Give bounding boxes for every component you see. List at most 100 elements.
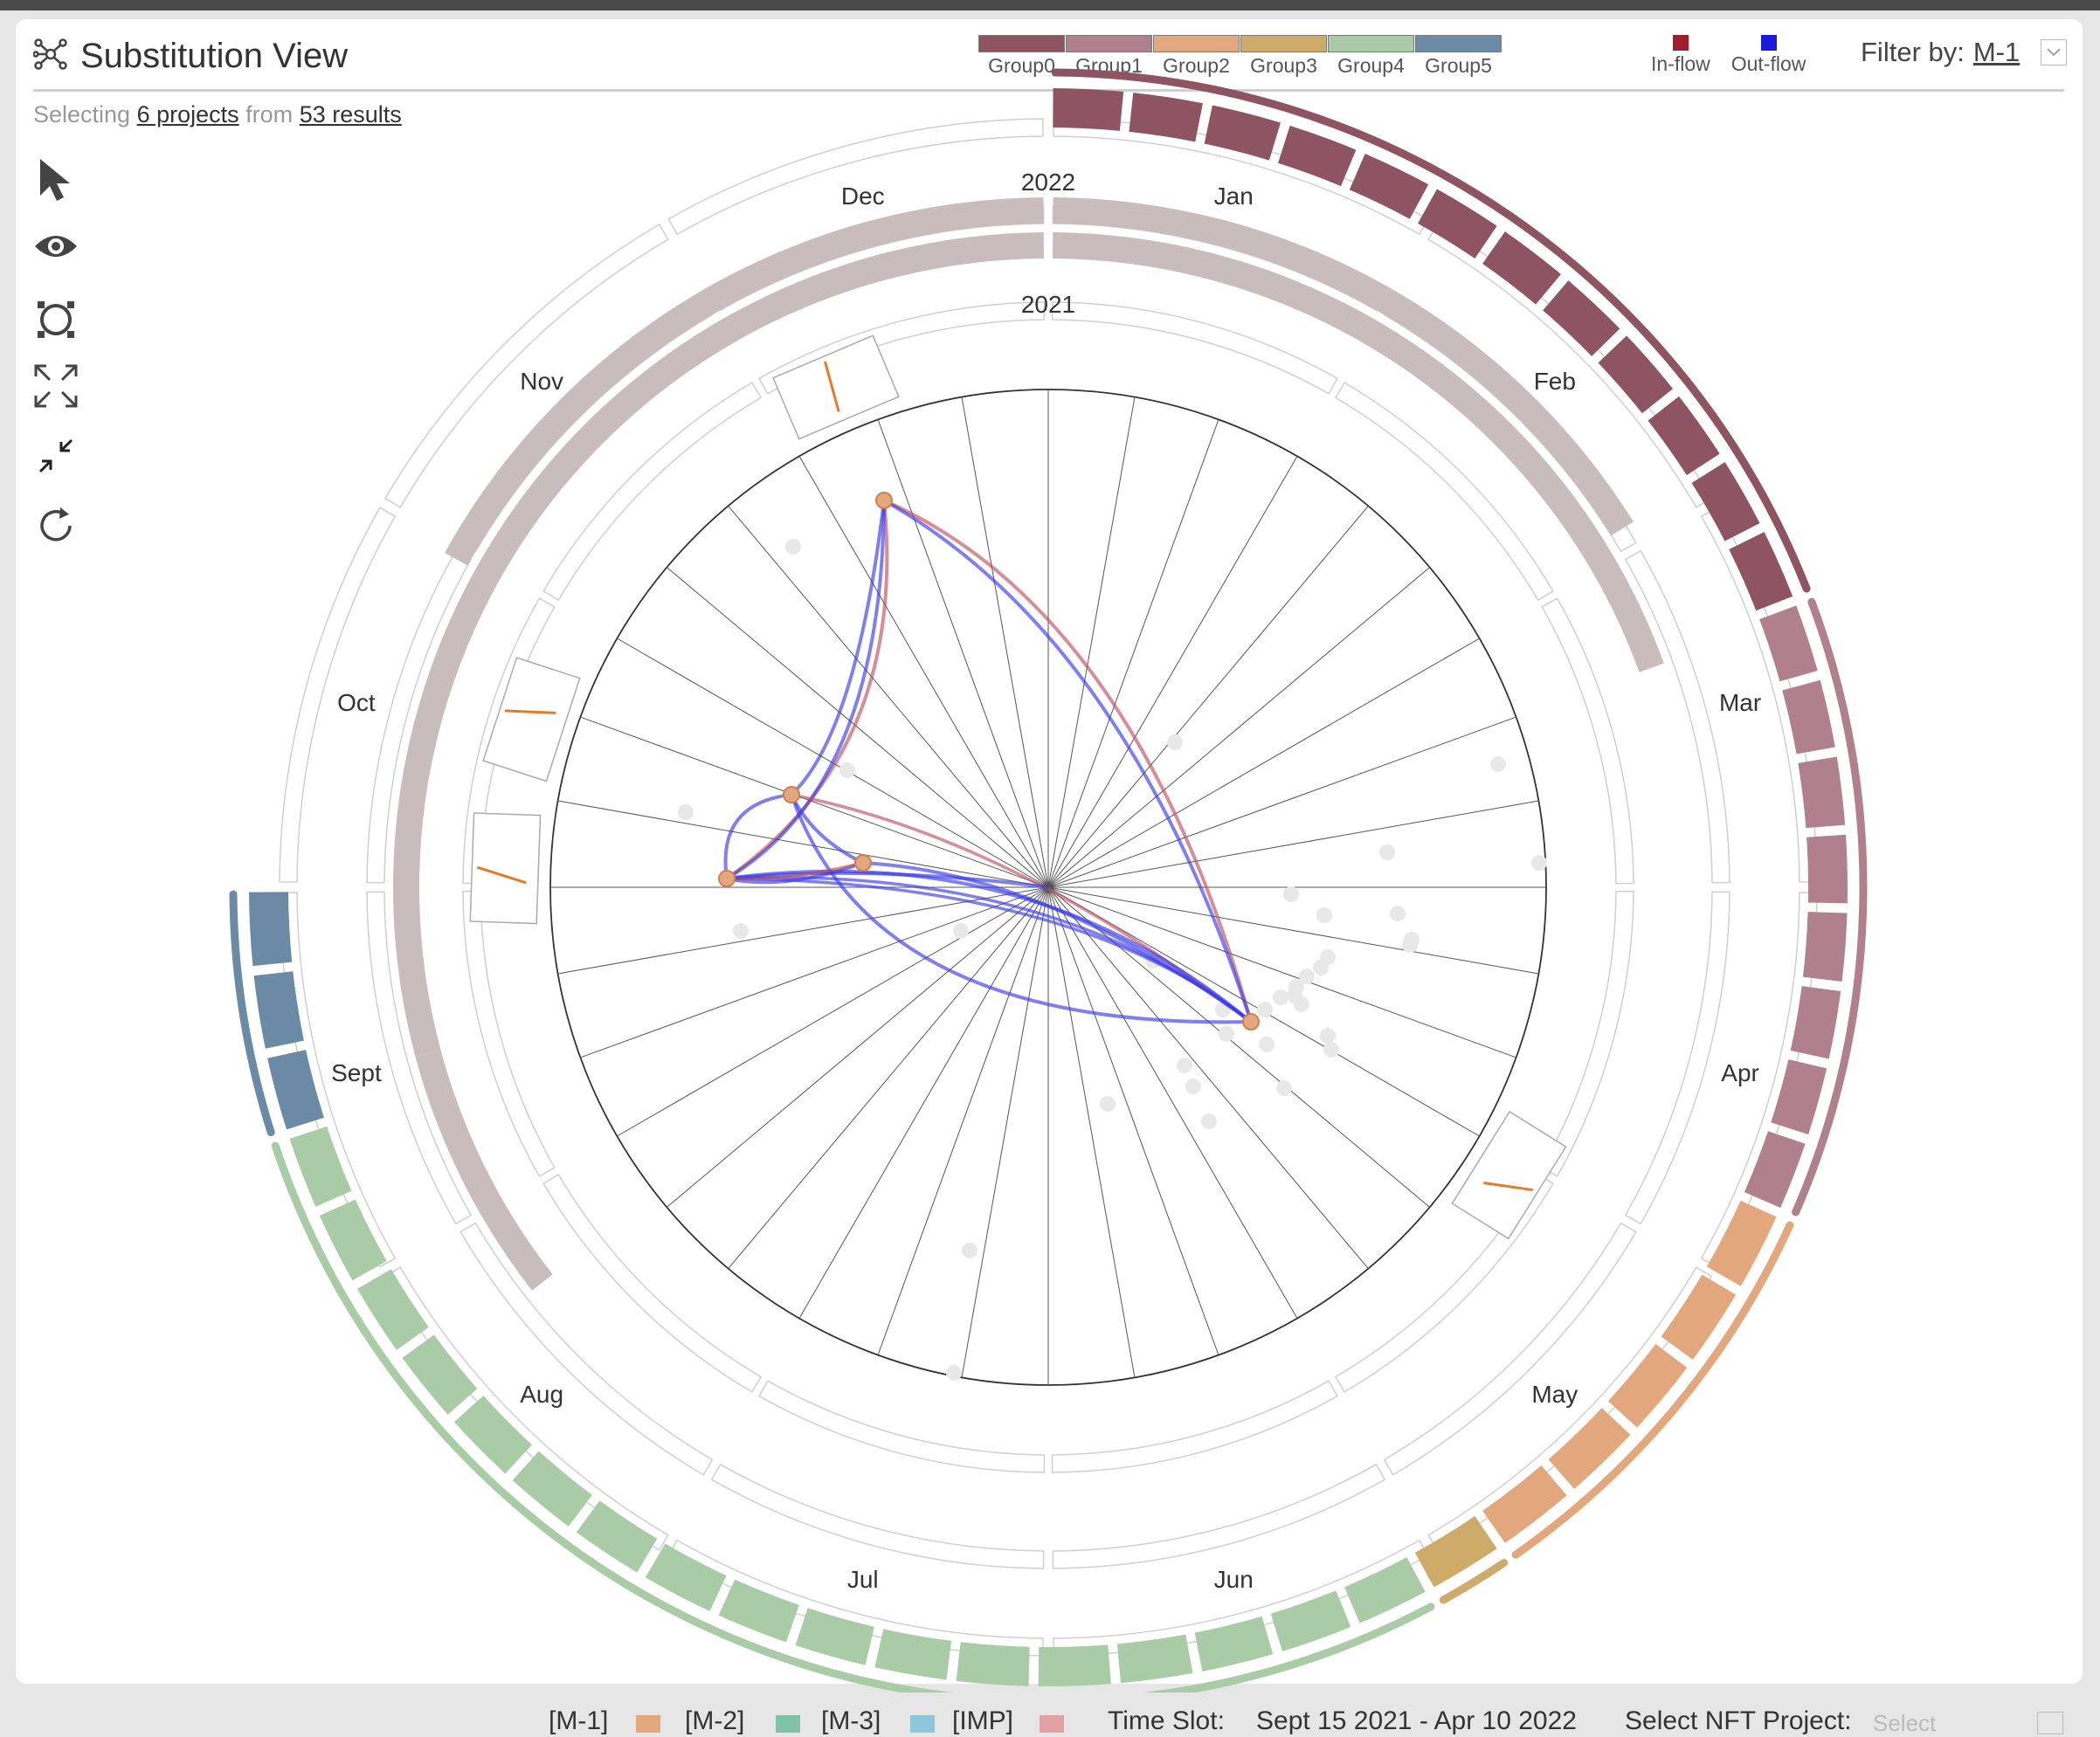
glyph-tick <box>824 361 840 412</box>
group-band-arc <box>1439 1558 1509 1604</box>
outflow-curve <box>725 500 886 880</box>
scatter-point <box>1379 844 1395 860</box>
filter-dropdown-button[interactable] <box>2041 39 2068 65</box>
scatter-point <box>1273 989 1288 1005</box>
expand-tool[interactable] <box>30 360 82 412</box>
radial-spoke <box>580 716 1049 888</box>
scatter-point <box>953 923 969 939</box>
project-node <box>875 492 893 509</box>
circle-focus-icon <box>38 301 74 338</box>
month-frame-outer <box>1427 1266 1713 1552</box>
month-label-may: May <box>1531 1381 1578 1408</box>
group-band-segment <box>1648 396 1720 476</box>
scatter-point <box>1390 906 1406 921</box>
legend-label: Group4 <box>1337 54 1405 77</box>
glyph-tick <box>504 709 556 714</box>
group-band-segment <box>1759 605 1818 682</box>
scatter-point <box>962 1243 977 1258</box>
month-frame-innermost <box>462 597 556 885</box>
scatter-point <box>1185 1079 1201 1094</box>
series-label-m2: [M-2] <box>685 1706 745 1735</box>
view-tool[interactable] <box>30 220 82 272</box>
legend-swatch <box>1240 35 1327 52</box>
legend-swatch <box>1153 35 1240 52</box>
bottom-filter-bar: [M-1] [M-2] [M-3] [IMP] Time Slot: Sept … <box>0 1692 2100 1736</box>
cursor-icon <box>40 159 70 201</box>
project-select-label: Select NFT Project: <box>1625 1706 1852 1735</box>
scatter-point <box>1201 1113 1217 1129</box>
select-tool[interactable] <box>30 154 82 206</box>
month-frame-innermost <box>758 1380 1046 1473</box>
group-band-segment <box>319 1199 387 1281</box>
group-band-segment <box>1038 1644 1111 1686</box>
radial-spoke <box>1047 716 1516 888</box>
time-slot-label: Time Slot: <box>1108 1706 1225 1735</box>
expand-icon <box>34 364 78 408</box>
month-frame-outer <box>383 1266 669 1552</box>
scatter-point <box>1320 1028 1336 1044</box>
radial-spoke <box>1047 886 1298 1319</box>
legend-swatch <box>1066 35 1152 52</box>
group-band-segment <box>795 1608 874 1665</box>
glyph-tick <box>1483 1182 1533 1192</box>
radial-spoke <box>667 567 1049 888</box>
month-frame-inner <box>459 1222 714 1476</box>
selection-middle: from <box>245 101 294 128</box>
month-label-oct: Oct <box>337 689 376 716</box>
focus-tool[interactable] <box>30 293 82 346</box>
project-dropdown-button[interactable] <box>2037 1712 2063 1734</box>
collapse-tool[interactable] <box>30 430 82 482</box>
outflow-curve <box>883 499 1253 1023</box>
legend-swatch <box>1328 35 1414 52</box>
glyph-box <box>1451 1110 1567 1240</box>
group-band-segment <box>1661 1274 1737 1361</box>
scatter-point <box>1531 855 1547 871</box>
month-frame-inner <box>1383 1222 1637 1476</box>
view-header: Substitution View <box>32 31 349 80</box>
glyph-box <box>482 657 581 782</box>
group-band-segment <box>1706 1200 1777 1286</box>
chevron-down-icon <box>2047 48 2061 57</box>
group-band-segment <box>1053 88 1124 131</box>
group-band-segment <box>1607 1343 1688 1428</box>
scatter-point <box>946 1365 962 1381</box>
flow-legend: In-flow Out-flow <box>1651 35 1806 76</box>
legend-group0: Group0 <box>978 35 1065 78</box>
scatter-point <box>678 804 694 820</box>
series-label-m1: [M-1] <box>549 1706 609 1735</box>
group-band-segment <box>1598 335 1674 414</box>
radial-spoke <box>1047 419 1219 888</box>
group-band-segment <box>1482 231 1561 305</box>
timeslot-glyph <box>469 812 542 925</box>
month-frame-inner <box>1052 1463 1386 1569</box>
group-band-segment <box>1349 153 1429 219</box>
filter-control: Filter by: M-1 <box>1861 37 2068 68</box>
series-label-m3: [M-3] <box>821 1706 881 1735</box>
time-slot-value[interactable]: Sept 15 2021 - Apr 10 2022 <box>1256 1706 1577 1735</box>
project-select-input[interactable]: Select <box>1873 1710 1937 1736</box>
scatter-point <box>1283 886 1299 902</box>
selected-projects-link[interactable]: 6 projects <box>136 101 239 128</box>
radial-spoke <box>961 396 1049 888</box>
group-band-segment <box>1798 756 1846 829</box>
group-band-segment <box>402 1334 478 1415</box>
inflow-curve <box>726 861 864 881</box>
page-title: Substitution View <box>80 36 349 75</box>
reset-tool[interactable] <box>30 500 82 552</box>
radial-spoke <box>667 886 1049 1208</box>
eye-icon <box>35 236 77 257</box>
legend-group5: Group5 <box>1415 35 1502 78</box>
selection-prefix: Selecting <box>33 101 131 128</box>
scatter-point <box>1313 960 1329 975</box>
month-label-feb: Feb <box>1534 368 1576 395</box>
group-band-segment <box>1270 1590 1351 1651</box>
time-slot-arc-dec <box>445 197 1044 566</box>
results-link[interactable]: 53 results <box>299 101 402 128</box>
radial-spoke <box>798 886 1049 1319</box>
filter-value-link[interactable]: M-1 <box>1972 37 2021 67</box>
scatter-point <box>733 923 749 939</box>
group-band-segment <box>1278 125 1357 187</box>
group-band-segment <box>1344 1557 1426 1623</box>
legend-label: Group0 <box>988 54 1055 77</box>
scatter-point <box>1257 1002 1273 1017</box>
